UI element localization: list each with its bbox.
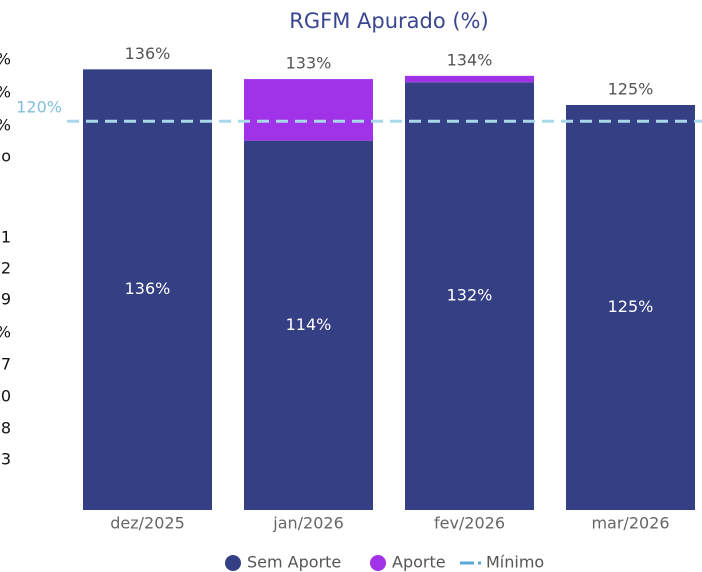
total-label: 133% bbox=[286, 54, 332, 73]
clipped-text: 7 bbox=[1, 355, 11, 374]
data-label: 132% bbox=[447, 286, 493, 305]
clipped-text: % bbox=[0, 83, 11, 102]
total-label: 125% bbox=[608, 80, 654, 99]
total-label: 134% bbox=[447, 50, 493, 69]
x-tick-label: jan/2026 bbox=[272, 514, 344, 533]
bar-segment bbox=[405, 82, 534, 510]
chart-title: RGFM Apurado (%) bbox=[289, 9, 488, 33]
x-tick-label: fev/2026 bbox=[434, 514, 505, 533]
clipped-text: 2 bbox=[1, 259, 11, 278]
x-tick-label: dez/2025 bbox=[110, 514, 185, 533]
clipped-text: % bbox=[0, 50, 11, 69]
bar-segment bbox=[405, 75, 534, 83]
bar-segment bbox=[244, 79, 373, 141]
bar-segment bbox=[244, 140, 373, 510]
x-tick-label: mar/2026 bbox=[591, 514, 669, 533]
reference-label: 120% bbox=[16, 98, 62, 117]
clipped-text: % bbox=[0, 323, 11, 342]
clipped-text: 9 bbox=[1, 290, 11, 309]
legend-label: Sem Aporte bbox=[247, 553, 341, 572]
total-label: 136% bbox=[125, 44, 171, 63]
clipped-text: 0 bbox=[1, 387, 11, 406]
legend-marker bbox=[370, 555, 386, 571]
data-label: 114% bbox=[286, 315, 332, 334]
bar-segment bbox=[566, 105, 695, 510]
data-label: 125% bbox=[608, 297, 654, 316]
legend-label: Aporte bbox=[392, 553, 446, 572]
clipped-text: 8 bbox=[1, 419, 11, 438]
clipped-text: 1 bbox=[1, 228, 11, 247]
legend-label: Mínimo bbox=[486, 553, 544, 572]
clipped-text: % bbox=[0, 116, 11, 135]
data-label: 136% bbox=[125, 279, 171, 298]
legend-marker bbox=[225, 555, 241, 571]
clipped-text: 3 bbox=[1, 450, 11, 469]
clipped-text: o bbox=[1, 147, 11, 166]
bar-segment bbox=[83, 69, 212, 511]
